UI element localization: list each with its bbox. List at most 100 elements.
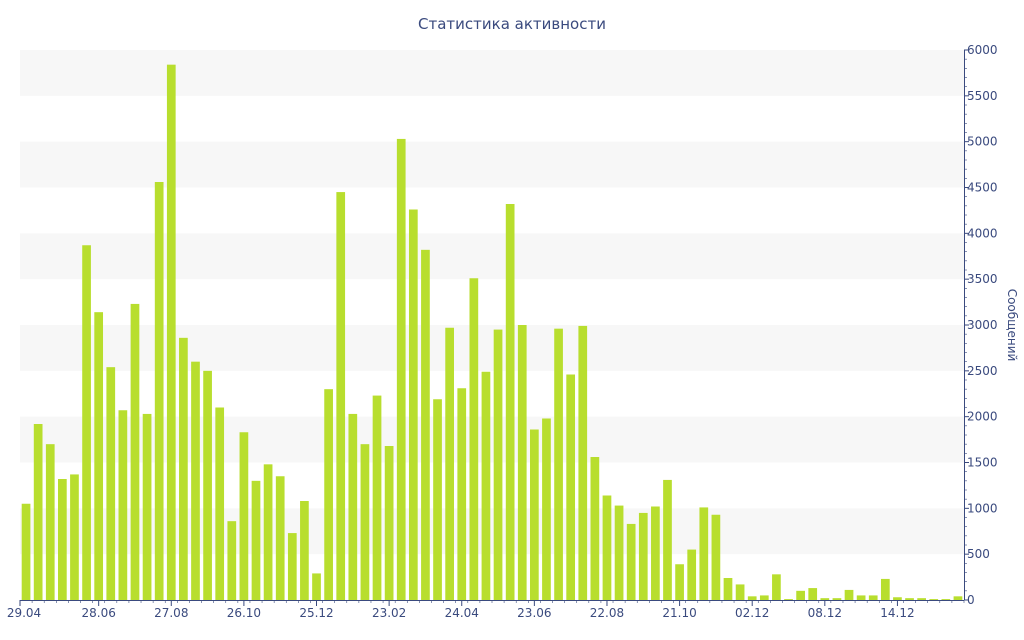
grid-band <box>20 141 964 188</box>
bar <box>396 138 406 601</box>
x-tick-label: 02.12 <box>735 606 769 620</box>
bar <box>638 512 648 600</box>
bar <box>820 598 830 600</box>
bar <box>784 599 793 600</box>
bar <box>324 389 333 600</box>
bar <box>300 501 309 600</box>
bar <box>735 584 745 600</box>
x-tick-label: 21.10 <box>662 606 696 620</box>
bar <box>941 599 951 600</box>
bar <box>21 503 31 600</box>
bar <box>348 413 358 600</box>
y-tick-label: 2000 <box>967 410 998 424</box>
bar <box>530 429 539 600</box>
y-tick-labels: 0 500 1000 1500 2000 2500 3000 3500 4000 4500 5000… <box>967 43 998 607</box>
bar <box>203 370 212 600</box>
bar <box>905 598 914 600</box>
bar <box>263 464 273 600</box>
bar <box>493 329 503 600</box>
bar <box>58 479 67 600</box>
bar <box>457 388 467 600</box>
bar <box>191 361 200 600</box>
bar <box>614 505 624 600</box>
y-tick-label: 3500 <box>967 272 998 286</box>
grid-band <box>20 325 964 371</box>
grid-bands <box>20 50 964 555</box>
bar <box>275 476 285 600</box>
x-tick-label: 29.04 <box>7 606 41 620</box>
x-tick-label: 23.02 <box>372 606 406 620</box>
bar <box>408 209 418 600</box>
bar <box>832 598 842 600</box>
bar <box>481 371 491 600</box>
bar <box>142 413 152 600</box>
bar <box>590 457 600 600</box>
bar <box>566 374 576 600</box>
x-tick-label: 08.12 <box>808 606 842 620</box>
bar <box>747 596 757 600</box>
bar <box>70 474 79 600</box>
bar <box>953 596 963 600</box>
y-tick-label: 3000 <box>967 318 998 332</box>
grid-band <box>20 508 964 555</box>
y-tick-label: 5500 <box>967 89 998 103</box>
bar <box>578 325 588 600</box>
bar <box>106 367 116 600</box>
x-tick-label: 27.08 <box>154 606 188 620</box>
bar <box>469 278 479 600</box>
x-tick-label: 28.06 <box>81 606 115 620</box>
y-tick-label: 2500 <box>967 364 998 378</box>
x-tick-label: 25.12 <box>299 606 333 620</box>
bar <box>711 514 721 600</box>
bar <box>227 521 237 600</box>
bar <box>663 479 672 600</box>
bar <box>179 337 188 600</box>
x-tick-label: 26.10 <box>227 606 261 620</box>
y-tick-label: 4500 <box>967 181 998 195</box>
bar <box>880 578 890 600</box>
bar <box>360 444 370 600</box>
y-axis-title: Сообщений <box>1005 289 1019 362</box>
bar <box>844 589 854 600</box>
bar <box>554 328 563 600</box>
bar <box>45 444 55 600</box>
bar <box>445 327 454 600</box>
bar <box>154 182 164 600</box>
bar <box>215 407 225 600</box>
x-tick-label: 14.12 <box>880 606 914 620</box>
axes <box>19 49 969 606</box>
bar <box>287 533 297 600</box>
bar <box>675 564 684 600</box>
bar <box>602 495 612 600</box>
bar <box>94 312 104 600</box>
bar <box>82 245 91 600</box>
y-tick-label: 5000 <box>967 135 998 149</box>
bar <box>372 395 382 600</box>
bar <box>384 446 394 600</box>
bar <box>699 507 709 600</box>
bar <box>929 599 939 600</box>
x-tick-label: 23.06 <box>517 606 551 620</box>
bar <box>118 410 128 600</box>
y-tick-label: 0 <box>967 593 975 607</box>
bar <box>917 598 926 600</box>
bar <box>626 523 636 600</box>
bar <box>723 578 733 600</box>
x-tick-labels: 29.04 28.06 27.08 26.10 25.12 23.02 24.04 23.06… <box>7 606 915 620</box>
grid-band <box>20 416 964 463</box>
y-tick-label: 1500 <box>967 456 998 470</box>
x-tick-label: 22.08 <box>590 606 624 620</box>
bar <box>130 303 140 600</box>
grid-band <box>20 233 964 280</box>
x-tick-label: 24.04 <box>445 606 479 620</box>
bars <box>21 64 963 601</box>
y-tick-label: 500 <box>967 547 990 561</box>
bar <box>33 424 43 600</box>
bar <box>336 192 346 600</box>
bar <box>166 64 176 601</box>
y-tick-label: 6000 <box>967 43 998 57</box>
bar <box>856 595 866 600</box>
bar <box>687 549 697 600</box>
y-tick-label: 4000 <box>967 226 998 240</box>
